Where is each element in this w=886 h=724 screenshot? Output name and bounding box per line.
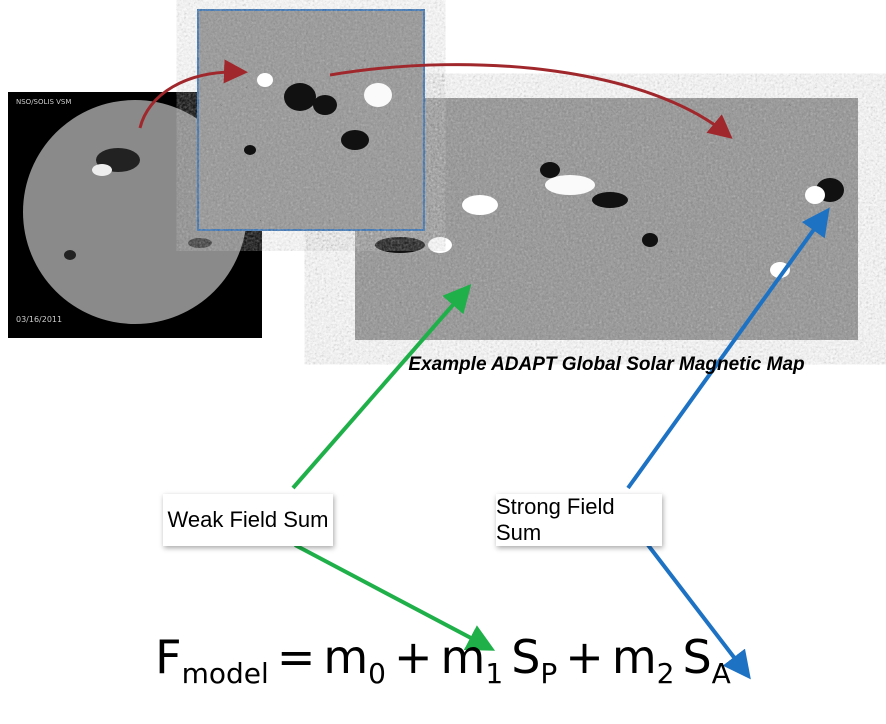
zoom-texture — [199, 11, 423, 229]
formula-term: m2 — [612, 630, 675, 684]
term-symbol: S — [682, 630, 711, 684]
term-symbol: m — [323, 630, 368, 684]
page: NSO/SOLIS VSM 03/16/2011 Example ADAPT G… — [0, 0, 886, 724]
term-symbol: = — [277, 630, 316, 684]
term-subscript: 2 — [657, 657, 675, 690]
weak-field-box: Weak Field Sum — [163, 494, 333, 546]
term-subscript: P — [540, 657, 557, 690]
term-symbol: m — [441, 630, 486, 684]
term-subscript: A — [712, 657, 731, 690]
image-date: 03/16/2011 — [16, 315, 62, 324]
formula-term: = — [277, 630, 316, 684]
term-symbol: F — [155, 630, 181, 684]
formula-term: SA — [682, 630, 730, 684]
term-symbol: + — [565, 630, 604, 684]
term-symbol: + — [394, 630, 433, 684]
formula-term: SP — [511, 630, 557, 684]
map-caption: Example ADAPT Global Solar Magnetic Map — [355, 354, 858, 376]
image-label: NSO/SOLIS VSM — [16, 98, 71, 106]
formula-term: + — [565, 630, 604, 684]
formula-term: m0 — [323, 630, 386, 684]
term-subscript: model — [182, 657, 269, 690]
formula-term: m1 — [441, 630, 504, 684]
strong-field-box: Strong Field Sum — [496, 494, 662, 546]
map-texture — [355, 98, 858, 340]
term-subscript: 1 — [485, 657, 503, 690]
term-symbol: S — [511, 630, 540, 684]
term-symbol: m — [612, 630, 657, 684]
term-subscript: 0 — [368, 657, 386, 690]
formula-term: + — [394, 630, 433, 684]
formula-term: Fmodel — [155, 630, 269, 684]
